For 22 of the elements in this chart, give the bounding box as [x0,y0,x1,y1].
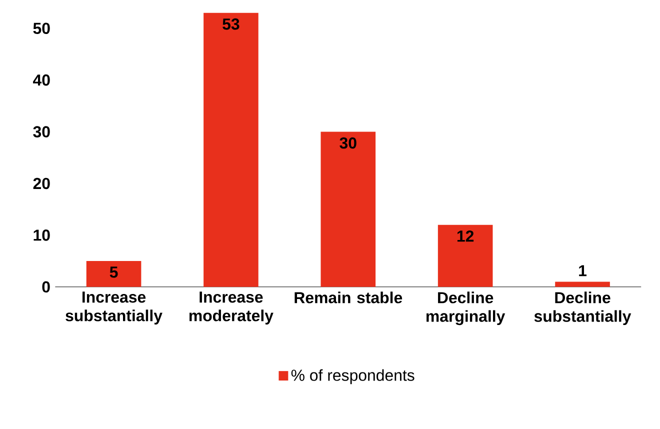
y-tick-label: 20 [33,178,50,190]
bar [438,224,493,287]
x-tick-label: Increase moderately [189,292,274,324]
y-tick-label: 10 [34,230,50,241]
x-tick-label: Increase substantially [66,292,162,324]
bar [555,282,610,287]
data-label: 1 [579,265,586,276]
y-tick-label: 30 [33,126,50,138]
x-tick-label: Decline substantially [534,292,632,326]
y-tick-label: 0 [42,281,50,293]
data-label: 53 [222,18,240,30]
y-tick-label: 50 [33,22,50,34]
bar [320,132,376,287]
data-label: 12 [457,230,474,242]
legend-label: % of respondents [291,369,414,384]
data-label: 30 [340,137,356,149]
data-label: 5 [110,266,118,278]
y-tick-label: 40 [33,74,50,86]
bar [204,12,258,287]
bar [86,261,142,287]
x-tick-label: Remain stable [294,292,402,304]
x-tick-label: Decline marginally [426,292,506,326]
